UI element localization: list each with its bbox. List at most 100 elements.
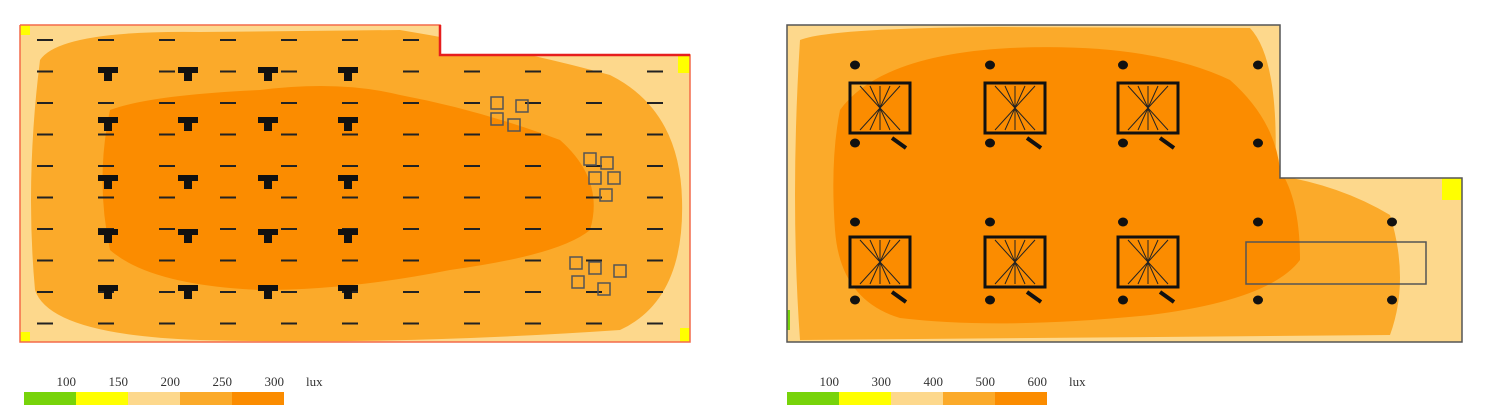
machine-detail — [859, 239, 901, 285]
legend-tick: 500 — [976, 374, 996, 389]
fixtures — [37, 39, 663, 325]
machine-detail — [1127, 239, 1169, 285]
chair — [583, 152, 597, 166]
wall-top — [438, 25, 690, 57]
chair — [569, 256, 583, 270]
luminaire — [985, 295, 995, 305]
machine-detail — [1025, 136, 1043, 150]
chair — [600, 156, 614, 170]
luminaire — [338, 67, 358, 81]
luminaire — [98, 175, 118, 189]
luminaire — [178, 67, 198, 81]
legend: 100 300 400 500 600 lux — [787, 374, 1086, 405]
luminaire — [850, 217, 860, 227]
luminaire — [1253, 60, 1263, 70]
legend-tick: 250 — [213, 374, 233, 389]
machine-detail — [1158, 136, 1176, 150]
luminaire — [98, 67, 118, 81]
machine-detail — [890, 136, 908, 150]
luminaire — [178, 229, 198, 243]
luminaire — [338, 175, 358, 189]
luminaire — [985, 138, 995, 148]
desk-area — [1245, 241, 1427, 285]
corner-spot — [1442, 178, 1462, 200]
legend-unit: lux — [306, 374, 323, 389]
luminaire — [338, 117, 358, 131]
chair — [588, 261, 602, 275]
luminaire — [1118, 217, 1128, 227]
luminaire — [98, 229, 118, 243]
legend-swatch — [128, 392, 180, 405]
machine-detail — [994, 239, 1036, 285]
luminaire — [258, 175, 278, 189]
floor-plan — [787, 25, 1462, 342]
luminaire — [1118, 295, 1128, 305]
legend-tick: 600 — [1028, 374, 1048, 389]
luminaire — [258, 117, 278, 131]
chair — [515, 99, 529, 113]
legend-tick: 300 — [872, 374, 892, 389]
luminaire — [338, 229, 358, 243]
legend-swatch — [995, 392, 1047, 405]
legend-swatch — [232, 392, 284, 405]
chair — [490, 96, 504, 110]
chair — [571, 275, 585, 289]
chair — [613, 264, 627, 278]
machine — [848, 81, 912, 135]
corner-spot — [20, 25, 30, 35]
luminaire — [850, 60, 860, 70]
luminaire — [850, 295, 860, 305]
legend-tick: 200 — [161, 374, 181, 389]
machine-detail — [890, 290, 908, 304]
legend-tick: 100 — [57, 374, 77, 389]
wall — [786, 24, 1463, 343]
luminaire — [178, 285, 198, 299]
chair — [607, 171, 621, 185]
luminaire — [985, 217, 995, 227]
legend-swatch — [943, 392, 995, 405]
luminaire — [98, 285, 118, 299]
luminaire — [98, 117, 118, 131]
luminaire — [1118, 138, 1128, 148]
luminaire — [1253, 217, 1263, 227]
corner-spot — [20, 332, 30, 342]
chair — [588, 171, 602, 185]
machine-detail — [859, 85, 901, 131]
fixtures — [848, 60, 1397, 305]
legend-swatch — [180, 392, 232, 405]
machine — [983, 81, 1047, 135]
legend: 100 150 200 250 300 lux — [24, 374, 323, 405]
luminaire — [258, 229, 278, 243]
luminaire — [258, 67, 278, 81]
luminaire — [1387, 217, 1397, 227]
chair — [490, 112, 504, 126]
luminaire — [178, 175, 198, 189]
legend-unit: lux — [1069, 374, 1086, 389]
legend-tick: 100 — [820, 374, 840, 389]
luminaire — [850, 138, 860, 148]
machine-detail — [1025, 290, 1043, 304]
luminaire — [338, 285, 358, 299]
legend-swatch — [24, 392, 76, 405]
machine — [848, 235, 912, 289]
machine-detail — [1127, 85, 1169, 131]
floor-plan — [20, 25, 690, 342]
machine — [1116, 81, 1180, 135]
chair — [507, 118, 521, 132]
luminaire — [985, 60, 995, 70]
luminaire — [1253, 138, 1263, 148]
corner-spot — [678, 55, 690, 73]
chair — [599, 188, 613, 202]
corner-spot — [680, 328, 690, 342]
corner-spot — [787, 310, 790, 330]
chair — [597, 282, 611, 296]
legend-swatch — [891, 392, 943, 405]
zone-high — [833, 47, 1300, 324]
machine — [983, 235, 1047, 289]
legend-tick: 150 — [109, 374, 129, 389]
machine — [1116, 235, 1180, 289]
luminaire — [178, 117, 198, 131]
machine-detail — [994, 85, 1036, 131]
legend-swatch — [839, 392, 891, 405]
